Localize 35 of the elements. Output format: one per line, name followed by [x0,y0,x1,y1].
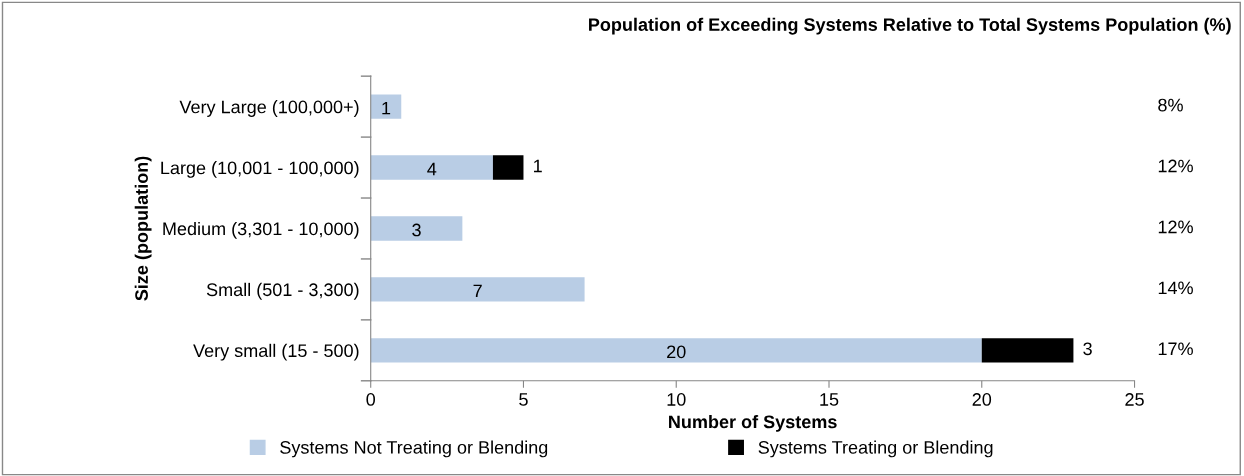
text: 12% [1158,220,1193,234]
y-tick-label: Large (10,001 - 100,000) [161,161,359,178]
bar [370,94,402,119]
bar [370,338,982,363]
x-tick-label: 15 [820,393,839,406]
x-tick-label: 5 [519,393,528,406]
text: 17% [1158,342,1193,356]
x-tick-label: 25 [1125,393,1144,406]
text: 8% [1158,98,1183,112]
legend-label: Systems Not Treating or Blending [280,440,548,458]
y-tick-label: Medium (3,301 - 10,000) [163,221,359,239]
bar [492,155,524,180]
data-label: 1 [534,159,542,173]
data-label: 4 [427,162,437,176]
bar [370,277,585,302]
data-label: 7 [473,284,482,298]
text: 12% [1158,159,1193,173]
x-tick-label: 20 [972,393,992,406]
bar [981,338,1074,363]
legend-label: Systems Treating or Blending [758,440,993,458]
bar [370,216,463,241]
data-label: 1 [382,101,391,115]
x-axis-title: Number of Systems [669,414,837,432]
data-label: 3 [412,223,421,237]
chart-title: Population of Exceeding Systems Relative to Total Systems Population (%) [589,17,1231,35]
data-label: 20 [667,345,686,359]
y-tick-label: Very Large (100,000+) [179,100,359,117]
x-tick-label: 0 [366,393,376,406]
text: 14% [1158,281,1193,295]
y-tick-label: Small (501 - 3,300) [206,282,359,300]
bar [370,155,493,180]
data-label: 3 [1083,342,1092,356]
y-tick-label: Very small (15 - 500) [193,343,359,361]
y-axis-title: Size (population) [134,156,152,301]
x-tick-label: 10 [667,393,686,406]
